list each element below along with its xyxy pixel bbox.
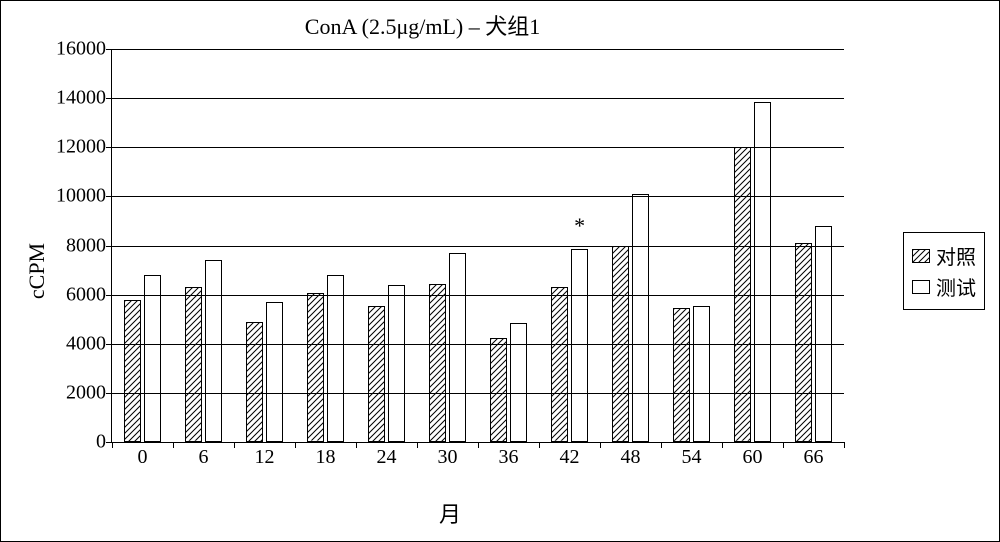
bar-control	[795, 243, 813, 442]
bar-test	[144, 275, 162, 442]
y-tick-label: 16000	[56, 38, 112, 61]
x-tick-label: 30	[438, 442, 458, 469]
plot-area: 0200040006000800010000120001400016000061…	[111, 49, 844, 443]
grid-line	[112, 393, 844, 394]
x-tick-label: 42	[560, 442, 580, 469]
legend-label: 对照	[936, 241, 976, 270]
bar-test	[693, 306, 711, 442]
x-tick-label: 12	[255, 442, 275, 469]
legend-item-control: 对照	[912, 241, 976, 270]
y-tick-label: 10000	[56, 185, 112, 208]
bar-test	[571, 249, 589, 442]
x-tick-mark	[417, 442, 418, 448]
grid-line	[112, 295, 844, 296]
legend-item-test: 测试	[912, 272, 976, 301]
grid-line	[112, 196, 844, 197]
bar-control	[551, 287, 569, 442]
bar-test	[327, 275, 345, 442]
bar-control	[673, 308, 691, 442]
x-tick-mark	[539, 442, 540, 448]
x-axis-title: 月	[56, 497, 844, 529]
bar-test	[632, 194, 650, 442]
plot-wrap: 0200040006000800010000120001400016000061…	[56, 49, 844, 471]
x-tick-mark	[478, 442, 479, 448]
bar-test	[510, 323, 528, 442]
grid-line	[112, 246, 844, 247]
x-tick-label: 18	[316, 442, 336, 469]
x-tick-label: 60	[743, 442, 763, 469]
bar-test	[754, 102, 772, 442]
x-tick-mark	[112, 442, 113, 448]
x-tick-label: 24	[377, 442, 397, 469]
bar-test	[266, 302, 284, 442]
grid-line	[112, 98, 844, 99]
legend-swatch-open	[912, 280, 930, 294]
y-tick-label: 0	[96, 431, 112, 454]
y-tick-label: 12000	[56, 136, 112, 159]
grid-line	[112, 344, 844, 345]
x-tick-label: 0	[138, 442, 148, 469]
y-tick-label: 2000	[66, 381, 112, 404]
bar-control	[185, 287, 203, 442]
annotation: *	[574, 213, 585, 239]
bar-test	[449, 253, 467, 442]
x-tick-mark	[661, 442, 662, 448]
bar-control	[490, 338, 508, 442]
x-tick-mark	[600, 442, 601, 448]
x-tick-mark	[783, 442, 784, 448]
x-tick-label: 66	[804, 442, 824, 469]
legend: 对照 测试	[903, 232, 985, 310]
x-tick-mark	[173, 442, 174, 448]
x-tick-label: 6	[199, 442, 209, 469]
bar-test	[388, 285, 406, 442]
bar-control	[429, 284, 447, 442]
legend-label: 测试	[936, 272, 976, 301]
x-tick-mark	[844, 442, 845, 448]
y-tick-label: 6000	[66, 283, 112, 306]
x-tick-mark	[295, 442, 296, 448]
x-tick-label: 54	[682, 442, 702, 469]
bar-control	[307, 293, 325, 442]
bar-control	[246, 322, 264, 442]
x-tick-mark	[356, 442, 357, 448]
y-axis-title: cCPM	[24, 243, 50, 299]
chart-title: ConA (2.5μg/mL) – 犬组1	[1, 9, 844, 41]
chart-container: ConA (2.5μg/mL) – 犬组1 cCPM 0200040006000…	[0, 0, 1000, 542]
grid-line	[112, 147, 844, 148]
bar-control	[124, 300, 142, 442]
y-tick-label: 8000	[66, 234, 112, 257]
x-tick-label: 48	[621, 442, 641, 469]
x-tick-mark	[234, 442, 235, 448]
grid-line	[112, 49, 844, 50]
bar-test	[205, 260, 223, 442]
x-tick-mark	[722, 442, 723, 448]
bar-control	[368, 306, 386, 442]
y-tick-label: 4000	[66, 332, 112, 355]
x-tick-label: 36	[499, 442, 519, 469]
bar-test	[815, 226, 833, 442]
y-tick-label: 14000	[56, 87, 112, 110]
legend-swatch-hatch	[912, 249, 930, 263]
